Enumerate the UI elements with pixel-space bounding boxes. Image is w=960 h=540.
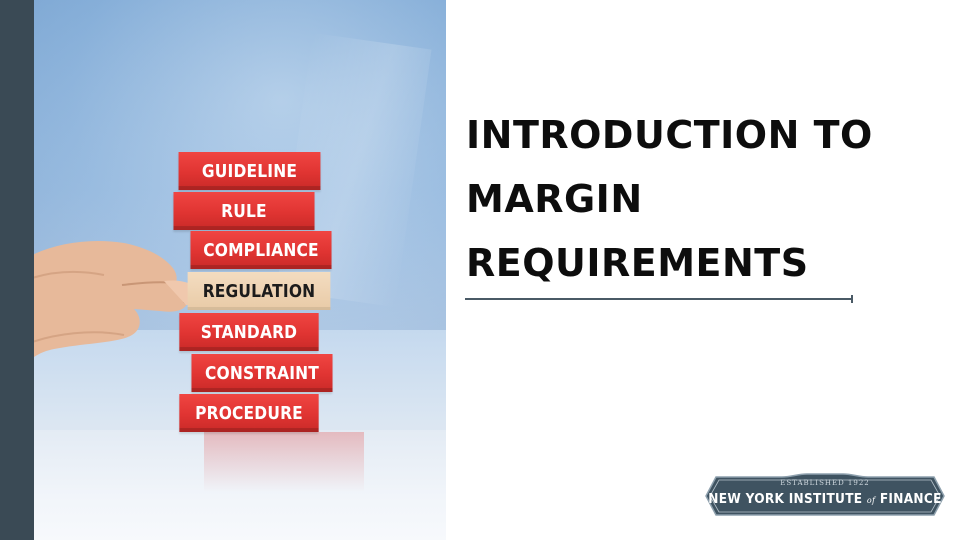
title-line-1: INTRODUCTION TO (466, 113, 873, 157)
block-label: RULE (221, 200, 267, 222)
slide-title: INTRODUCTION TO MARGIN REQUIREMENTS (466, 103, 936, 295)
title-line-2: MARGIN (466, 177, 643, 221)
logo-name-part1: NEW YORK INSTITUTE (708, 491, 863, 507)
block-label: CONSTRAINT (204, 362, 320, 384)
blocks-reflection (204, 432, 364, 492)
logo-established: ESTABLISHED 1922 (780, 479, 870, 487)
hero-photo: GUIDELINE RULE COMPLIANCE REGULATION STA… (34, 0, 446, 540)
block-rule: RULE (173, 192, 315, 230)
logo-name-part2: FINANCE (879, 491, 942, 507)
block-standard: STANDARD (179, 313, 319, 351)
table-surface (34, 430, 446, 540)
block-label: COMPLIANCE (203, 239, 319, 261)
title-divider (465, 298, 853, 300)
left-accent-bar (0, 0, 34, 540)
block-label: REGULATION (202, 280, 316, 302)
logo-name-of: of (866, 496, 876, 505)
divider-end-cap (851, 295, 853, 303)
block-label: GUIDELINE (201, 160, 298, 182)
logo-badge-shape (705, 473, 945, 516)
block-compliance: COMPLIANCE (190, 231, 332, 269)
logo-name: NEW YORK INSTITUTE of FINANCE (702, 491, 948, 507)
block-regulation: REGULATION (187, 272, 331, 310)
block-label: STANDARD (200, 321, 298, 343)
title-line-3: REQUIREMENTS (466, 241, 809, 285)
nyif-logo: ESTABLISHED 1922 NEW YORK INSTITUTE of F… (702, 473, 948, 519)
block-procedure: PROCEDURE (179, 394, 319, 432)
block-label: PROCEDURE (195, 402, 303, 424)
block-constraint: CONSTRAINT (191, 354, 333, 392)
block-guideline: GUIDELINE (178, 152, 321, 190)
